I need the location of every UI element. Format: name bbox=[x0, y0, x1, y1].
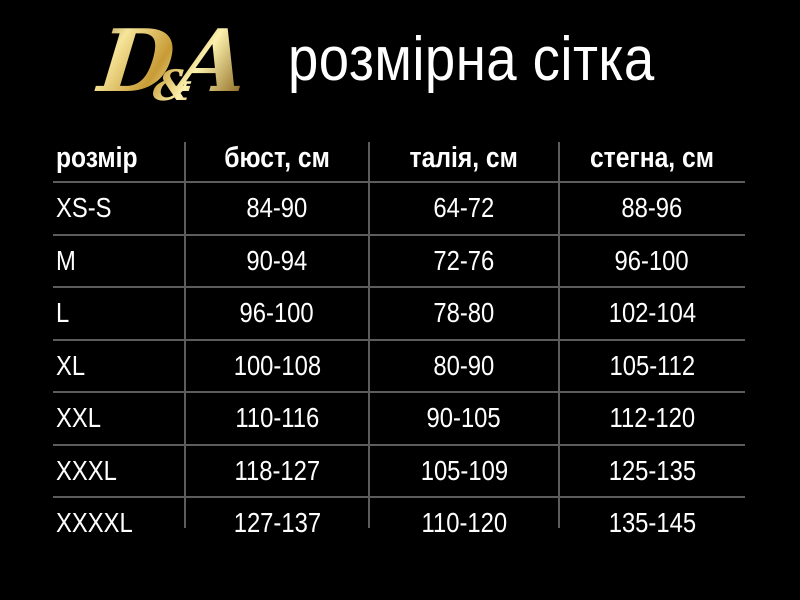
cell-hips-value: 102-104 bbox=[608, 297, 696, 329]
page-title-text: розмірна сітка bbox=[288, 24, 655, 94]
cell-bust-value: 90-94 bbox=[246, 244, 308, 276]
header-cell-bust-label: бюст, см bbox=[224, 141, 330, 174]
cell-bust: 84-90 bbox=[185, 192, 369, 224]
table-header-row: розмір бюст, см талія, см стегна, см bbox=[53, 135, 745, 181]
column-divider bbox=[558, 142, 560, 528]
cell-bust: 110-116 bbox=[185, 402, 369, 434]
header-cell-waist-label: талія, см bbox=[409, 141, 519, 174]
cell-waist: 90-105 bbox=[369, 402, 559, 434]
column-divider bbox=[184, 142, 186, 528]
cell-waist-value: 90-105 bbox=[426, 402, 502, 434]
cell-waist: 78-80 bbox=[369, 297, 559, 329]
cell-size: XS-S bbox=[53, 192, 185, 224]
cell-hips: 88-96 bbox=[559, 192, 745, 224]
header-cell-bust: бюст, см bbox=[185, 142, 369, 175]
cell-waist: 80-90 bbox=[369, 350, 559, 382]
table-row: XXXXL 127-137 110-120 135-145 bbox=[53, 496, 745, 549]
cell-waist-value: 64-72 bbox=[433, 192, 495, 224]
cell-size: M bbox=[53, 245, 185, 277]
cell-hips: 96-100 bbox=[559, 245, 745, 277]
cell-waist: 64-72 bbox=[369, 192, 559, 224]
table-row: XXL 110-116 90-105 112-120 bbox=[53, 391, 745, 444]
cell-size: XXL bbox=[53, 402, 185, 434]
cell-hips-value: 125-135 bbox=[608, 454, 696, 486]
cell-hips: 102-104 bbox=[559, 297, 745, 329]
cell-size-value: XS-S bbox=[56, 192, 112, 224]
cell-size: XXXXL bbox=[53, 507, 185, 539]
table-row: XS-S 84-90 64-72 88-96 bbox=[53, 181, 745, 234]
cell-hips: 112-120 bbox=[559, 402, 745, 434]
cell-waist: 105-109 bbox=[369, 455, 559, 487]
cell-waist-value: 72-76 bbox=[433, 244, 495, 276]
cell-bust-value: 110-116 bbox=[235, 402, 319, 434]
table-row: XXXL 118-127 105-109 125-135 bbox=[53, 443, 745, 497]
cell-waist-value: 80-90 bbox=[433, 349, 495, 381]
cell-bust-value: 100-108 bbox=[233, 349, 321, 381]
cell-size: L bbox=[53, 297, 185, 329]
cell-bust: 100-108 bbox=[185, 350, 369, 382]
cell-hips-value: 112-120 bbox=[609, 402, 695, 434]
cell-size-value: XXXXL bbox=[56, 507, 133, 539]
header-cell-size: розмір bbox=[53, 142, 185, 175]
brand-logo-letter-a: A bbox=[174, 11, 252, 112]
cell-hips: 105-112 bbox=[559, 350, 745, 382]
cell-waist-value: 105-109 bbox=[420, 454, 508, 486]
cell-hips-value: 105-112 bbox=[609, 349, 695, 381]
cell-size-value: M bbox=[56, 244, 76, 276]
header-cell-hips: стегна, см bbox=[559, 142, 745, 175]
cell-waist: 110-120 bbox=[369, 507, 559, 539]
cell-size: XXXL bbox=[53, 455, 185, 487]
cell-bust: 90-94 bbox=[185, 245, 369, 277]
table-row: L 96-100 78-80 102-104 bbox=[53, 286, 745, 339]
cell-bust-value: 84-90 bbox=[246, 192, 308, 224]
cell-waist-value: 78-80 bbox=[433, 297, 495, 329]
cell-waist: 72-76 bbox=[369, 245, 559, 277]
cell-bust: 96-100 bbox=[185, 297, 369, 329]
cell-waist-value: 110-120 bbox=[421, 507, 507, 539]
cell-size-value: XXL bbox=[56, 402, 101, 434]
cell-size-value: XL bbox=[56, 349, 86, 381]
column-divider bbox=[368, 142, 370, 528]
cell-bust-value: 118-127 bbox=[234, 454, 320, 486]
table-row: XL 100-108 80-90 105-112 bbox=[53, 338, 745, 392]
table-row: M 90-94 72-76 96-100 bbox=[53, 233, 745, 287]
brand-logo: D & A bbox=[78, 8, 267, 116]
cell-size-value: XXXL bbox=[56, 454, 117, 486]
cell-hips-value: 96-100 bbox=[614, 244, 690, 276]
cell-bust-value: 127-137 bbox=[233, 507, 321, 539]
cell-hips-value: 88-96 bbox=[621, 192, 683, 224]
cell-bust: 118-127 bbox=[185, 455, 369, 487]
cell-bust-value: 96-100 bbox=[239, 297, 315, 329]
cell-hips-value: 135-145 bbox=[608, 507, 696, 539]
cell-hips: 125-135 bbox=[559, 455, 745, 487]
page-title: розмірна сітка bbox=[288, 22, 705, 96]
header-cell-size-label: розмір bbox=[56, 141, 138, 174]
header-cell-waist: талія, см bbox=[369, 142, 559, 175]
header-cell-hips-label: стегна, см bbox=[589, 141, 714, 174]
cell-size: XL bbox=[53, 350, 185, 382]
cell-bust: 127-137 bbox=[185, 507, 369, 539]
cell-hips: 135-145 bbox=[559, 507, 745, 539]
size-table: розмір бюст, см талія, см стегна, см XS-… bbox=[53, 135, 745, 549]
cell-size-value: L bbox=[56, 297, 70, 329]
